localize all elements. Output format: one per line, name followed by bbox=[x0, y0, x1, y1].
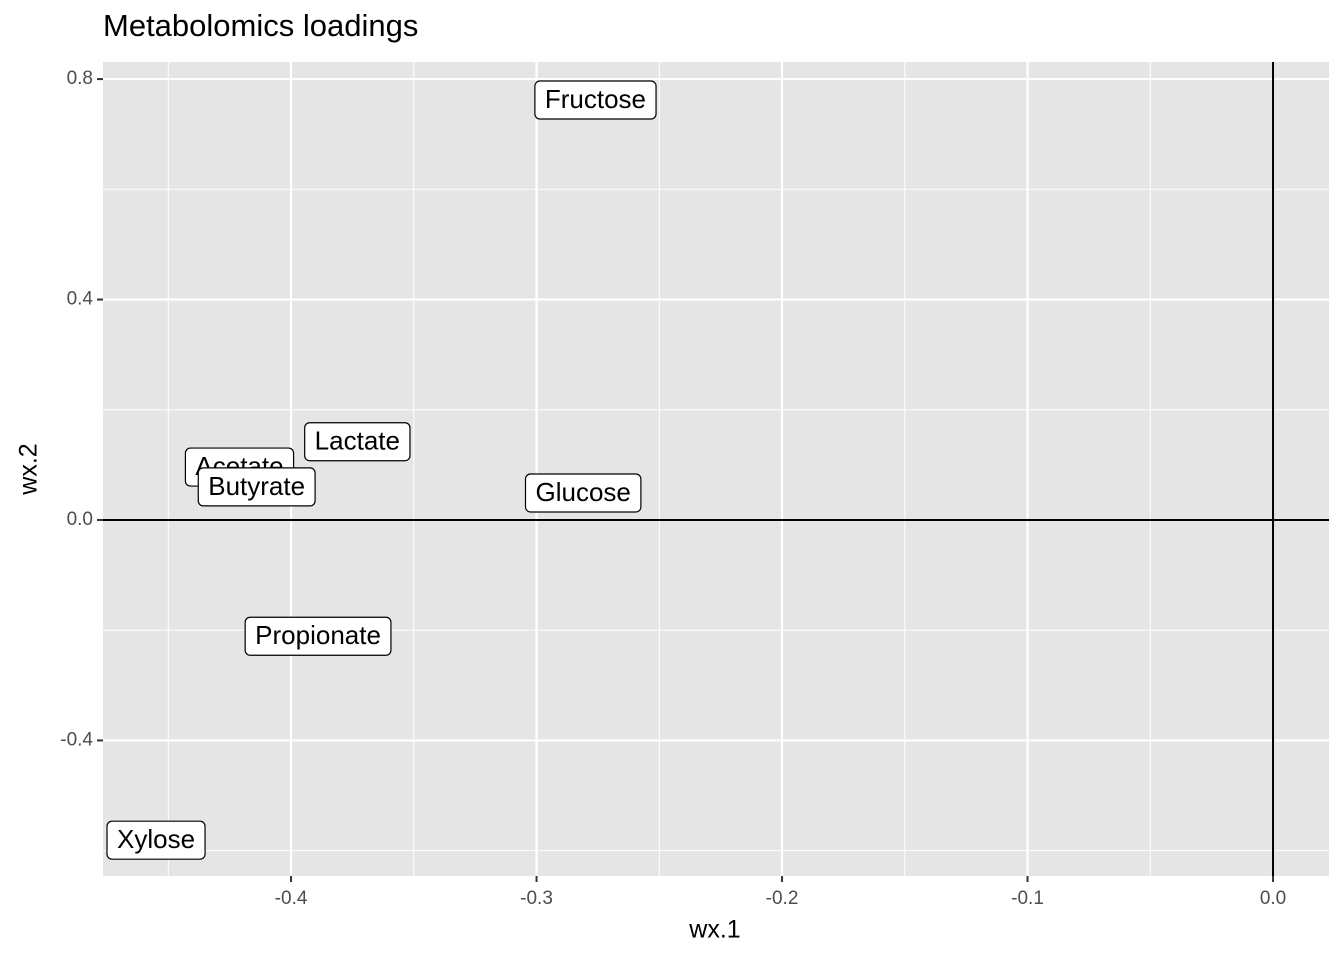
point-label: Propionate bbox=[244, 616, 392, 656]
x-tick-label: -0.1 bbox=[1011, 888, 1044, 909]
point-label: Lactate bbox=[304, 422, 411, 462]
label-text: Propionate bbox=[255, 620, 381, 650]
label-box bbox=[534, 80, 657, 120]
x-tick-label: 0.0 bbox=[1260, 888, 1286, 909]
label-box bbox=[304, 422, 411, 462]
y-tick-label: 0.0 bbox=[67, 509, 93, 530]
chart-title: Metabolomics loadings bbox=[103, 8, 418, 43]
label-text: Lactate bbox=[315, 426, 400, 456]
x-tick-label: -0.4 bbox=[275, 888, 308, 909]
label-box bbox=[106, 820, 206, 860]
label-text: Xylose bbox=[117, 824, 195, 854]
label-text: Glucose bbox=[535, 477, 630, 507]
x-tick-label: -0.3 bbox=[520, 888, 553, 909]
x-tick-label: -0.2 bbox=[766, 888, 799, 909]
point-label: Xylose bbox=[106, 820, 206, 860]
y-tick-label: -0.4 bbox=[60, 729, 93, 750]
y-tick-label: 0.4 bbox=[67, 289, 94, 310]
point-label: Glucose bbox=[524, 473, 642, 513]
point-label: Fructose bbox=[534, 80, 657, 120]
label-box bbox=[244, 616, 392, 656]
y-axis-title: wx.2 bbox=[15, 443, 43, 495]
x-axis-title: wx.1 bbox=[688, 916, 740, 944]
y-tick-label: 0.8 bbox=[67, 68, 93, 89]
label-text: Butyrate bbox=[208, 471, 305, 501]
label-box bbox=[197, 467, 316, 507]
label-text: Fructose bbox=[545, 84, 646, 114]
point-label: Butyrate bbox=[197, 467, 316, 507]
label-box bbox=[524, 473, 642, 513]
